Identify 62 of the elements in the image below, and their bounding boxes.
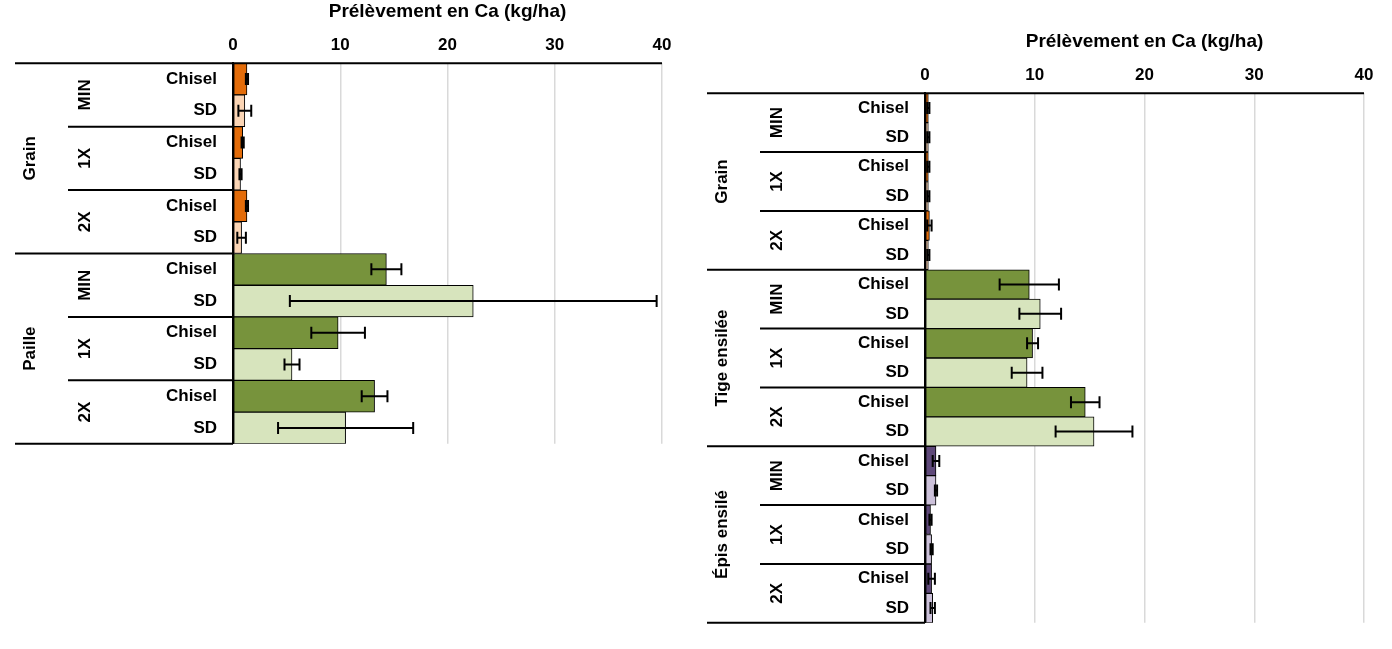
text: 1X: [766, 170, 786, 192]
y-tick-label: SD: [193, 417, 218, 437]
x-tick-label: 40: [652, 34, 672, 54]
x-axis-title: Prélèvement en Ca (kg/ha): [1025, 29, 1264, 51]
y-tick-label: Chisel: [165, 259, 218, 279]
x-tick-label: 40: [1354, 64, 1374, 84]
y-tick-label: Chisel: [165, 68, 218, 88]
text: 1X: [74, 337, 94, 360]
y-tick-label: Chisel: [165, 195, 218, 215]
y-tick-label: Chisel: [165, 322, 218, 342]
y-tick-label: SD: [885, 244, 910, 264]
y-tick-label: Chisel: [857, 332, 910, 352]
text: MIN: [74, 79, 94, 111]
text: Grain: [711, 159, 731, 204]
text: 2X: [766, 229, 786, 251]
y-tick-label: SD: [193, 163, 218, 183]
y-tick-label: SD: [885, 362, 910, 382]
y-tick-label: SD: [885, 538, 910, 558]
y-tick-label: Chisel: [857, 450, 910, 470]
text: MIN: [766, 460, 786, 492]
y-tick-label: SD: [193, 354, 218, 374]
text: Épis ensilé: [711, 490, 731, 579]
y-tick-label: Chisel: [857, 509, 910, 529]
text: MIN: [74, 269, 94, 301]
x-tick-label: 0: [228, 34, 238, 54]
x-tick-label: 30: [545, 34, 565, 54]
text: 2X: [766, 582, 786, 604]
text: Grain: [19, 136, 39, 181]
x-tick-label: 20: [1135, 64, 1154, 84]
text: 2X: [74, 210, 94, 233]
x-tick-label: 10: [330, 34, 350, 54]
y-tick-label: SD: [885, 421, 910, 441]
x-tick-label: 10: [1025, 64, 1045, 84]
y-tick-label: Chisel: [165, 132, 218, 152]
y-tick-label: Chisel: [857, 156, 910, 176]
text: Tige ensilée: [711, 309, 731, 407]
x-tick-label: 30: [1244, 64, 1264, 84]
text: Paille: [19, 326, 39, 371]
y-tick-label: SD: [193, 227, 218, 247]
y-tick-label: Chisel: [857, 97, 910, 117]
y-tick-label: Chisel: [165, 385, 218, 405]
y-tick-label: Chisel: [857, 274, 910, 294]
y-tick-label: SD: [193, 100, 218, 120]
text: 1X: [766, 523, 786, 545]
text: 2X: [74, 401, 94, 423]
x-tick-label: 0: [920, 64, 930, 84]
y-tick-label: SD: [885, 480, 910, 500]
y-tick-label: SD: [885, 303, 910, 323]
y-tick-label: Chisel: [857, 568, 910, 588]
text: 2X: [766, 405, 786, 428]
text: MIN: [766, 283, 786, 315]
y-tick-label: SD: [885, 185, 910, 205]
text: 1X: [766, 346, 786, 369]
y-tick-label: SD: [193, 290, 218, 310]
text: MIN: [766, 107, 786, 139]
y-tick-label: Chisel: [857, 391, 910, 411]
y-tick-label: SD: [885, 127, 910, 147]
x-axis-title: Prélèvement en Ca (kg/ha): [328, 0, 567, 21]
text: 1X: [74, 147, 94, 169]
y-tick-label: Chisel: [857, 215, 910, 235]
y-tick-label: SD: [885, 597, 910, 617]
x-tick-label: 20: [438, 34, 457, 54]
